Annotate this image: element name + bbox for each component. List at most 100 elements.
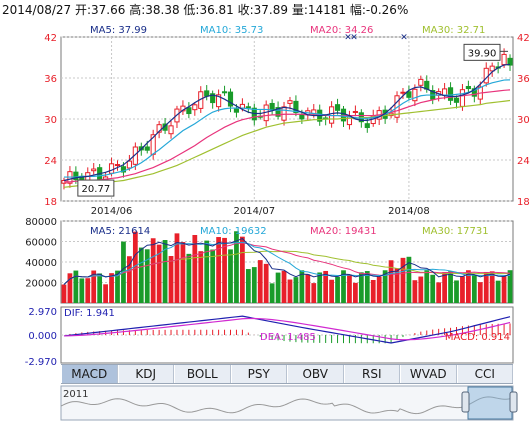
candle-body — [400, 91, 406, 94]
navigator-frame — [60, 385, 514, 421]
volume-bar — [501, 276, 507, 303]
volume-bar — [174, 233, 180, 303]
volume-bar — [216, 237, 221, 303]
candle-body — [144, 146, 150, 151]
y-tick-right: 24 — [517, 156, 530, 167]
candle-body — [471, 88, 477, 97]
candle-body — [293, 100, 299, 114]
candle-body — [120, 166, 127, 173]
volume-bar — [347, 274, 352, 303]
volume-bar — [67, 273, 73, 303]
tab-cci[interactable]: CCI — [456, 365, 513, 383]
candle-body — [459, 89, 466, 107]
x-tick-label: 2014/07 — [234, 206, 276, 217]
volume-bar — [144, 249, 150, 303]
y-tick-left: 24 — [44, 156, 57, 167]
vol-legend-item: MA20: 19431 — [310, 226, 377, 237]
y-tick-right: 36 — [517, 74, 530, 85]
volume-bar — [234, 231, 239, 303]
tab-boll[interactable]: BOLL — [174, 365, 231, 383]
candle-body — [233, 108, 240, 113]
volume-bar — [73, 270, 79, 303]
volume-bar — [454, 280, 459, 303]
event-marker: ✕ — [400, 33, 408, 43]
volume-bar — [507, 270, 513, 303]
event-marker: ✕ — [344, 33, 352, 43]
volume-bar — [388, 260, 394, 303]
candle-body — [453, 97, 460, 103]
y-tick-left: 42 — [44, 33, 57, 44]
vol-y-tick: 60000 — [25, 238, 57, 249]
candle-body — [114, 164, 121, 167]
volume-bar — [245, 269, 251, 303]
tab-psy[interactable]: PSY — [230, 365, 287, 383]
candle-body — [73, 171, 79, 181]
volume-bar — [489, 271, 495, 303]
volume-bar — [210, 249, 216, 303]
ma20-line — [63, 89, 511, 183]
macd-y-tick: 0.000 — [28, 331, 57, 342]
dif-line — [63, 315, 511, 344]
candle-body — [412, 88, 418, 102]
y-tick-left: 18 — [44, 197, 57, 208]
candle-body — [275, 107, 281, 117]
volume-bar — [240, 236, 245, 303]
volume-bar — [424, 270, 430, 303]
volume-bar — [103, 284, 108, 303]
navigator-handle-right — [509, 391, 518, 413]
volume-ma-line — [63, 241, 511, 285]
event-marker: ✕ — [350, 33, 358, 43]
tab-macd[interactable]: MACD — [61, 365, 118, 383]
candle-body — [221, 91, 228, 94]
volume-bar — [412, 280, 418, 303]
vol-legend-item: MA5: 21614 — [90, 226, 150, 237]
high-callout-box — [463, 43, 501, 61]
volume-bar — [263, 263, 269, 303]
x-tick-label: 2014/08 — [388, 206, 430, 217]
candle-body — [447, 87, 454, 101]
candle-body — [126, 160, 132, 169]
tab-rsi[interactable]: RSI — [343, 365, 400, 383]
volume-bar — [127, 256, 132, 303]
volume-bar — [341, 270, 346, 303]
tab-obv[interactable]: OBV — [287, 365, 344, 383]
volume-bar — [483, 271, 489, 303]
volume-bar — [394, 268, 400, 303]
tab-kdj[interactable]: KDJ — [117, 365, 174, 383]
candle-body — [192, 104, 198, 111]
candle-body — [216, 94, 222, 108]
candle-body — [168, 125, 174, 135]
volume-bar — [460, 276, 465, 303]
ma-legend-item: MA30: 32.71 — [422, 25, 485, 36]
volume-bar — [418, 276, 424, 303]
candle-body — [108, 163, 115, 174]
volume-bar — [251, 267, 257, 303]
volume-bar — [287, 279, 293, 303]
volume-bar — [370, 279, 376, 303]
volume-bar — [168, 256, 174, 303]
candle-body — [489, 65, 495, 72]
dea-legend: DEA: 1.485 — [260, 332, 316, 343]
volume-bar — [406, 256, 412, 303]
volume-bar — [293, 277, 299, 303]
volume-bar — [281, 270, 287, 303]
candle-body — [227, 91, 234, 107]
candle-body — [334, 104, 341, 111]
low-callout: 20.77 — [82, 184, 111, 195]
tab-wvad[interactable]: WVAD — [400, 365, 457, 383]
volume-bar — [61, 284, 67, 303]
volume-bar — [109, 273, 114, 303]
volume-bar — [228, 249, 233, 303]
candle-body — [186, 107, 192, 115]
volume-bar — [150, 238, 156, 303]
volume-bar — [299, 270, 305, 303]
candle-body — [269, 102, 275, 110]
dea-line — [63, 317, 511, 341]
macd-y-tick: 2.970 — [28, 307, 57, 318]
y-tick-right: 30 — [517, 115, 530, 126]
y-tick-right: 42 — [517, 33, 530, 44]
navigator-line — [60, 396, 514, 415]
ma-legend-item: MA5: 37.99 — [90, 25, 147, 36]
